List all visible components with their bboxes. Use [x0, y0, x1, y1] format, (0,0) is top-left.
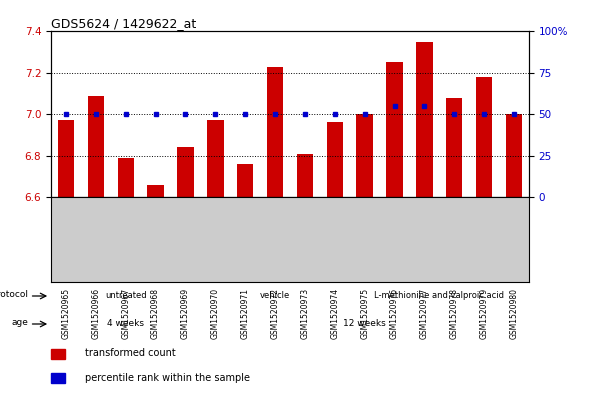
Bar [88, 95, 104, 197]
Bar [207, 120, 224, 197]
Bar [51, 349, 66, 359]
Text: L-methionine and valproic acid: L-methionine and valproic acid [374, 292, 504, 301]
Bar [505, 114, 522, 197]
Bar [51, 373, 66, 383]
Text: age: age [11, 318, 28, 327]
Text: 4 weeks: 4 weeks [107, 320, 144, 329]
Bar [446, 98, 462, 197]
Text: untreated: untreated [105, 292, 147, 301]
Bar [177, 147, 194, 197]
Bar [118, 158, 134, 197]
Text: GDS5624 / 1429622_at: GDS5624 / 1429622_at [51, 17, 197, 30]
Bar [267, 67, 283, 197]
Text: protocol: protocol [0, 290, 28, 299]
Bar [416, 42, 433, 197]
Text: percentile rank within the sample: percentile rank within the sample [85, 373, 249, 383]
Bar [147, 185, 164, 197]
Text: transformed count: transformed count [85, 349, 175, 358]
Bar [476, 77, 492, 197]
Bar [386, 62, 403, 197]
Text: vehicle: vehicle [260, 292, 290, 301]
Text: 12 weeks: 12 weeks [343, 320, 386, 329]
Bar [237, 164, 254, 197]
Bar [356, 114, 373, 197]
Bar [297, 154, 313, 197]
Bar [58, 120, 75, 197]
Bar [326, 123, 343, 197]
